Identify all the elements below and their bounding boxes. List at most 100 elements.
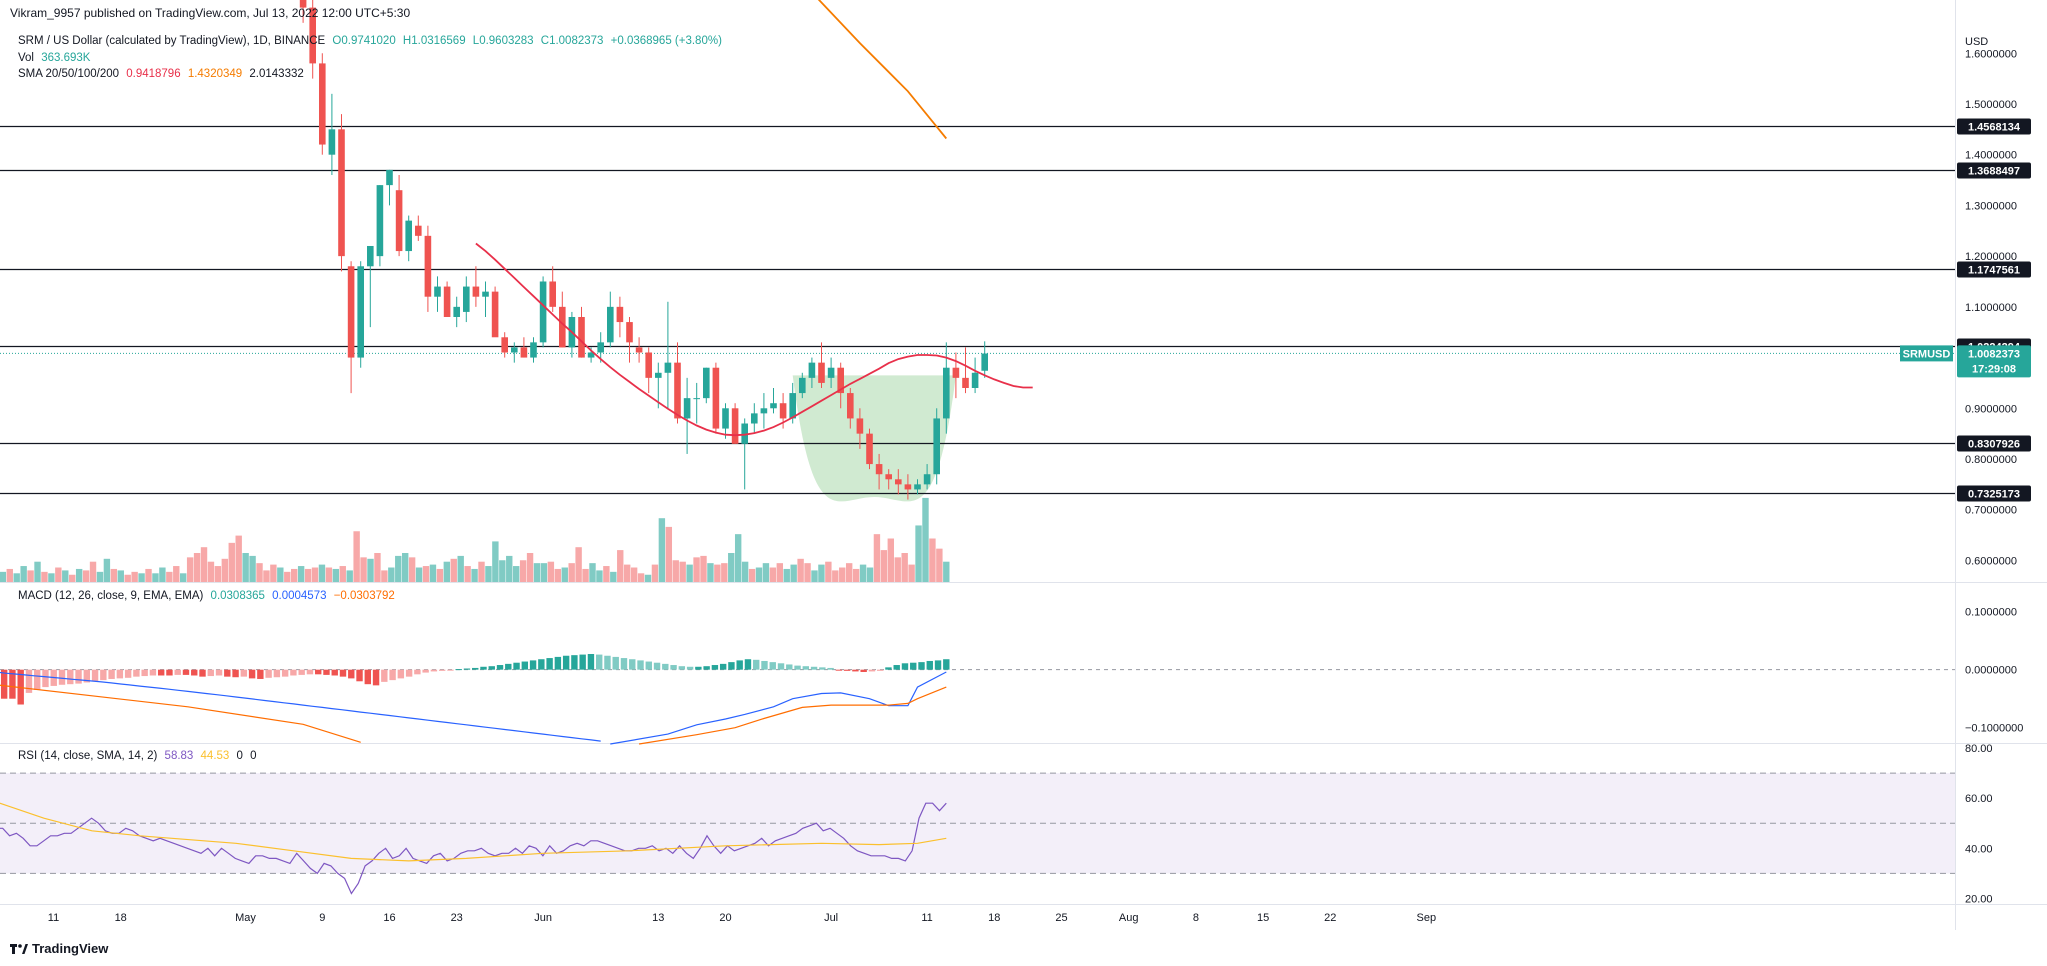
volume-bar (915, 525, 922, 582)
level-badge-label: 1.4568134 (1968, 122, 2021, 134)
volume-bar (214, 566, 222, 582)
candle-body (693, 398, 700, 400)
volume-bar (318, 564, 326, 582)
time-tick: May (235, 912, 256, 924)
ohlc-open: O0.9741020 (332, 35, 396, 47)
volume-bar (936, 548, 943, 582)
macd-line (610, 671, 947, 745)
volume-bar (825, 561, 832, 582)
volume-bar (596, 570, 603, 582)
volume-bar (707, 563, 714, 582)
candle-body (607, 306, 614, 343)
macd-hist-bar (356, 669, 363, 682)
macd-hist-bar (711, 665, 719, 670)
macd-hist-bar (58, 669, 66, 685)
macd-hist-bar (430, 669, 438, 672)
macd-hist-bar (422, 669, 429, 673)
ohlc-high: H1.0316569 (402, 35, 466, 47)
time-tick: Jun (534, 912, 552, 924)
volume-bar (762, 563, 770, 582)
volume-bar (880, 550, 888, 582)
volume-bar (894, 557, 901, 582)
macd-hist-bar (637, 660, 644, 670)
volume-bar (506, 555, 513, 582)
ohlc-change: +0.0368965 (+3.80%) (610, 35, 722, 47)
rsi-legend: RSI (14, close, SMA, 14, 2) 58.83 44.53 … (18, 750, 261, 762)
sma-label: SMA 20/50/100/200 (18, 68, 120, 80)
macd-hist-bar (843, 669, 851, 671)
volume-bar (471, 568, 478, 582)
cup-shape (792, 375, 956, 502)
volume-bar (207, 561, 215, 582)
macd-hist-bar (133, 669, 140, 677)
macd-hist-bar (290, 669, 297, 676)
time-tick: Jul (824, 912, 838, 924)
time-tick: 15 (1257, 912, 1269, 924)
volume-bar (159, 567, 166, 582)
macd-hist-bar (728, 662, 735, 670)
volume-bar (839, 567, 846, 582)
candle-body (789, 393, 796, 419)
candle-body (971, 372, 979, 388)
candle-body (501, 337, 508, 353)
currency-label: USD (1965, 36, 1988, 48)
rsi-label: RSI (14, close, SMA, 14, 2) (18, 750, 158, 762)
volume-bar (34, 561, 41, 582)
volume-bar (512, 566, 520, 582)
volume-bar (866, 567, 874, 582)
volume-bar (443, 561, 451, 582)
macd-hist-bar (315, 669, 322, 675)
candle-body (923, 474, 931, 485)
volume-bar (0, 571, 7, 582)
macd-hist-bar (141, 669, 148, 677)
volume-label: Vol (18, 52, 34, 64)
macd-hist-bar (595, 654, 603, 670)
macd-hist-bar (215, 669, 223, 676)
volume-bar (353, 531, 360, 582)
candle-body (837, 367, 844, 394)
macd-hist-bar (67, 669, 74, 685)
volume-bar (388, 567, 395, 582)
candle-body (712, 367, 720, 429)
price-axis[interactable]: 1.45681341.36884971.17475611.02242940.83… (1900, 36, 2031, 905)
volume-bar (249, 555, 256, 582)
candle-body (904, 484, 912, 490)
macd-hist-bar (719, 663, 727, 670)
candle-body (309, 7, 316, 64)
rsi-ma-value: 44.53 (200, 750, 230, 762)
level-badge-label: 0.7325173 (1968, 489, 2020, 501)
volume-bar (6, 568, 13, 582)
macd-hist-bar (240, 669, 248, 677)
candle-body (779, 403, 787, 419)
volume-bar (617, 550, 624, 582)
horizontal-levels[interactable] (0, 125, 1955, 495)
macd-hist-bar (505, 663, 512, 670)
volume-bar (644, 574, 652, 582)
macd-hist-bar (455, 669, 462, 671)
candle-body (367, 245, 374, 267)
candle-body (319, 63, 326, 145)
volume-bar (228, 542, 235, 582)
rsi-tick: 80.00 (1965, 743, 1993, 755)
volume-value: 363.693K (41, 52, 91, 64)
ohlc-low: L0.9603283 (472, 35, 534, 47)
macd-hist-bar (199, 669, 206, 677)
macd-hist-bar (0, 669, 8, 699)
candle-body (808, 362, 816, 378)
candle-body (376, 185, 384, 257)
macd-hist-bar (802, 666, 810, 670)
volume-bar (832, 570, 839, 582)
macd-hist-bar (926, 660, 933, 670)
candle-body (482, 291, 489, 297)
macd-hist-bar (629, 659, 636, 670)
volume-bar (256, 563, 263, 582)
candle-body (453, 306, 460, 317)
candle-body (405, 220, 412, 252)
time-axis[interactable]: 11 18 May 9 16 23 Jun 13 20 Jul 11 18 25 Aug 8 15 22 Sep (48, 912, 1436, 924)
volume-bar (166, 571, 173, 582)
macd-hist-bar (645, 661, 652, 670)
candle-body (664, 362, 672, 373)
volume-bars (0, 497, 950, 582)
candle-body (463, 286, 470, 312)
